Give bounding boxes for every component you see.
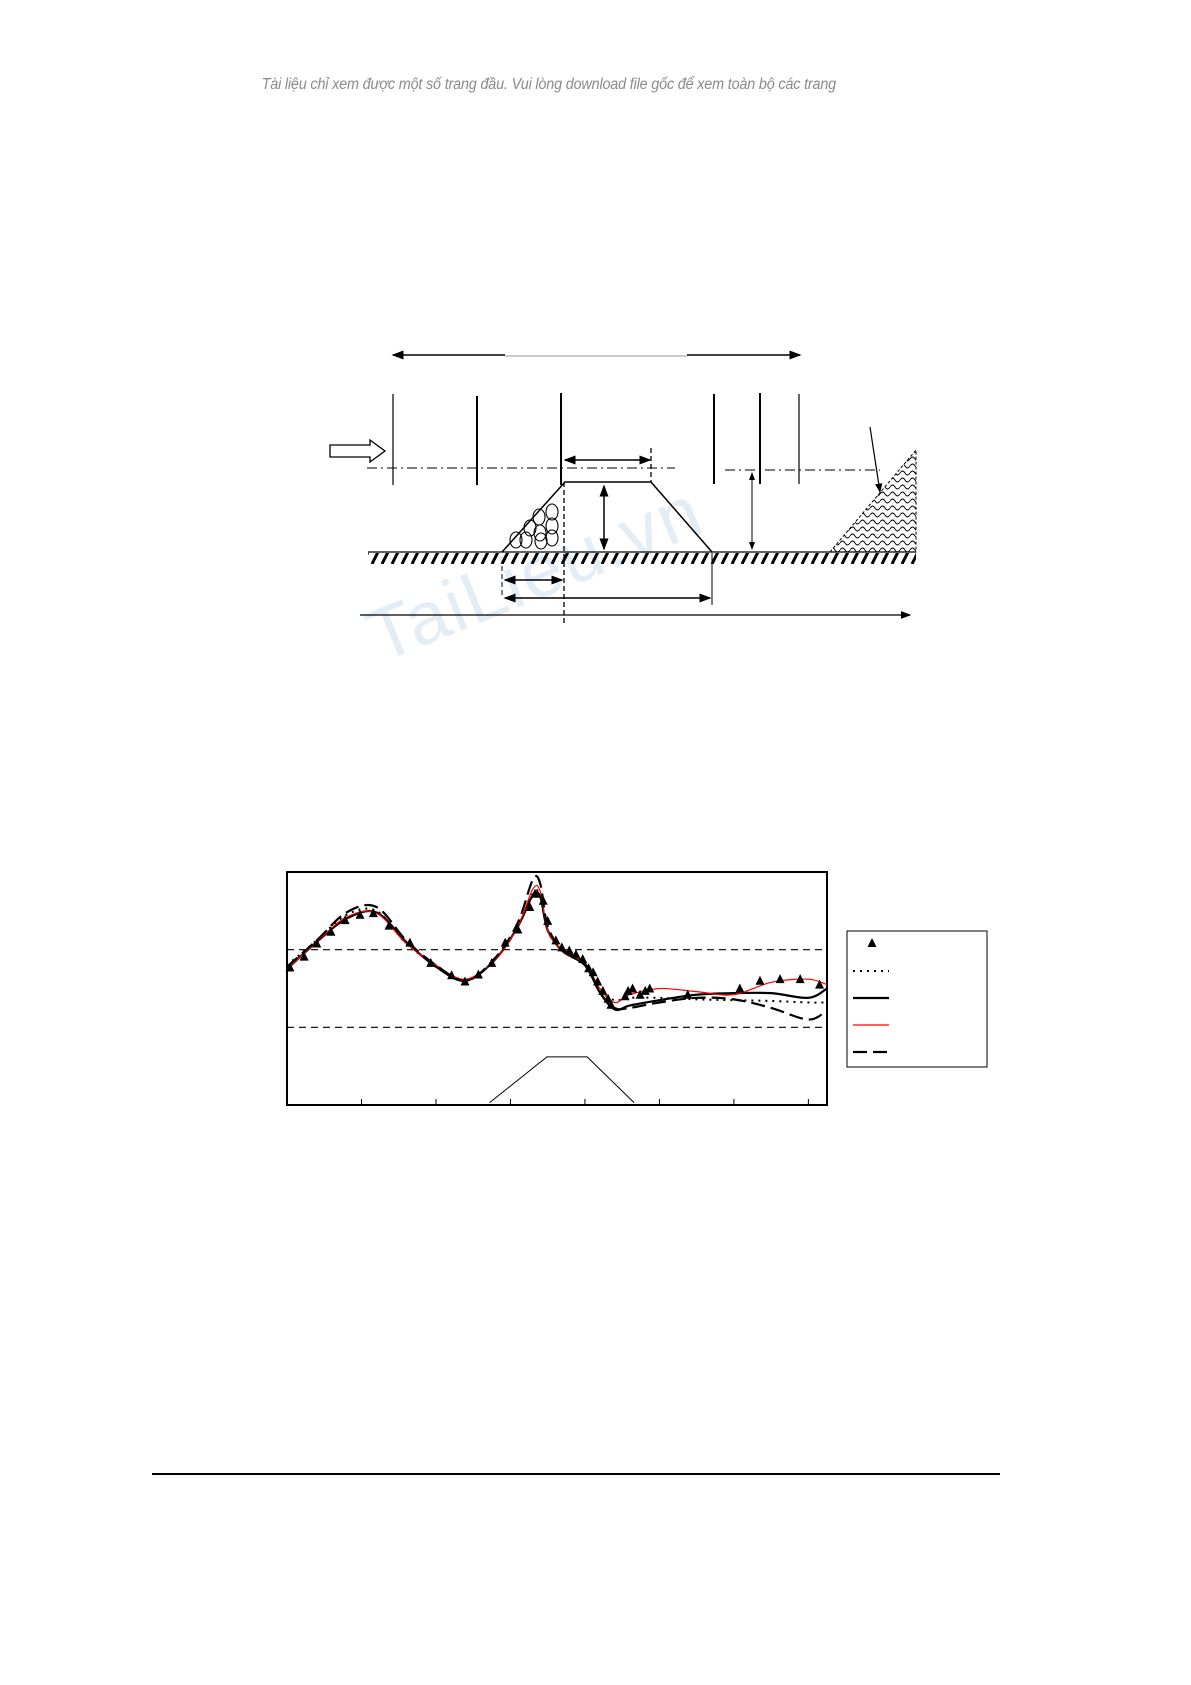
legend-box [846, 930, 988, 1068]
data-point-triangle [620, 991, 630, 1001]
data-point-triangle [340, 915, 350, 925]
still-water-level [367, 467, 880, 471]
data-point-triangle [640, 985, 650, 995]
data-point-triangle [571, 949, 581, 959]
crest-width-arrow [563, 448, 652, 482]
series-line-solid-thin [286, 884, 828, 1004]
data-point-triangle [355, 909, 365, 919]
data-point-triangle [635, 989, 645, 999]
data-point-triangle [405, 937, 415, 947]
data-point-triangle [460, 976, 470, 986]
data-point-triangle [473, 969, 483, 979]
data-point-triangle [543, 915, 553, 925]
series-line-long-dash [286, 875, 828, 1021]
preview-notice: Tài liệu chỉ xem được một số trang đầu. … [0, 76, 1191, 94]
data-point-triangle [598, 985, 608, 995]
data-point-triangle [588, 967, 598, 977]
breakwater-diagram [329, 350, 917, 625]
data-point-triangle [603, 993, 613, 1003]
data-point-triangle [299, 951, 309, 961]
data-point-triangle [312, 938, 322, 948]
data-point-triangle [628, 983, 638, 993]
data-point-triangle [795, 974, 805, 984]
absorbing-beach [828, 448, 917, 553]
data-point-triangle [755, 975, 765, 985]
data-point-triangle [623, 985, 633, 995]
data-point-triangle [538, 895, 548, 905]
data-point-triangle [513, 924, 523, 934]
data-point-triangle [578, 953, 588, 963]
data-point-triangle [815, 979, 825, 989]
data-point-triangle [426, 957, 436, 967]
wave-direction-arrow-icon [329, 438, 387, 464]
data-point-triangle [285, 962, 295, 972]
data-point-triangle [500, 937, 510, 947]
footer-rule [152, 1473, 1000, 1475]
wave-gauges [392, 393, 800, 485]
data-point-triangle [530, 888, 540, 898]
data-point-triangle [735, 983, 745, 993]
data-point-triangle [326, 926, 336, 936]
series-line-solid [286, 890, 828, 1012]
data-point-triangle [606, 999, 616, 1009]
data-point-triangle [683, 989, 693, 999]
data-point-triangle [487, 957, 497, 967]
structure-outline [489, 1056, 635, 1104]
data-point-triangle [564, 945, 574, 955]
data-point-triangle [593, 976, 603, 986]
seabed-hatch [368, 553, 916, 564]
legend-marker-triangle [867, 938, 877, 947]
data-point-triangle [551, 935, 561, 945]
preview-notice-text: Tài liệu chỉ xem được một số trang đầu. … [261, 76, 836, 93]
data-point-triangle [384, 920, 394, 930]
data-point-triangle [557, 942, 567, 952]
data-point-triangle [368, 908, 378, 918]
data-point-triangle [447, 970, 457, 980]
data-point-triangle [525, 901, 535, 911]
armour-stones [509, 503, 559, 550]
data-point-triangle [775, 974, 785, 984]
beach-pointer-arrow [869, 426, 883, 494]
plot-frame [286, 871, 828, 1106]
data-point-triangle [645, 983, 655, 993]
series-line-dotted [286, 889, 828, 1004]
data-point-triangle [584, 963, 594, 973]
domain-length-arrow [391, 350, 802, 360]
